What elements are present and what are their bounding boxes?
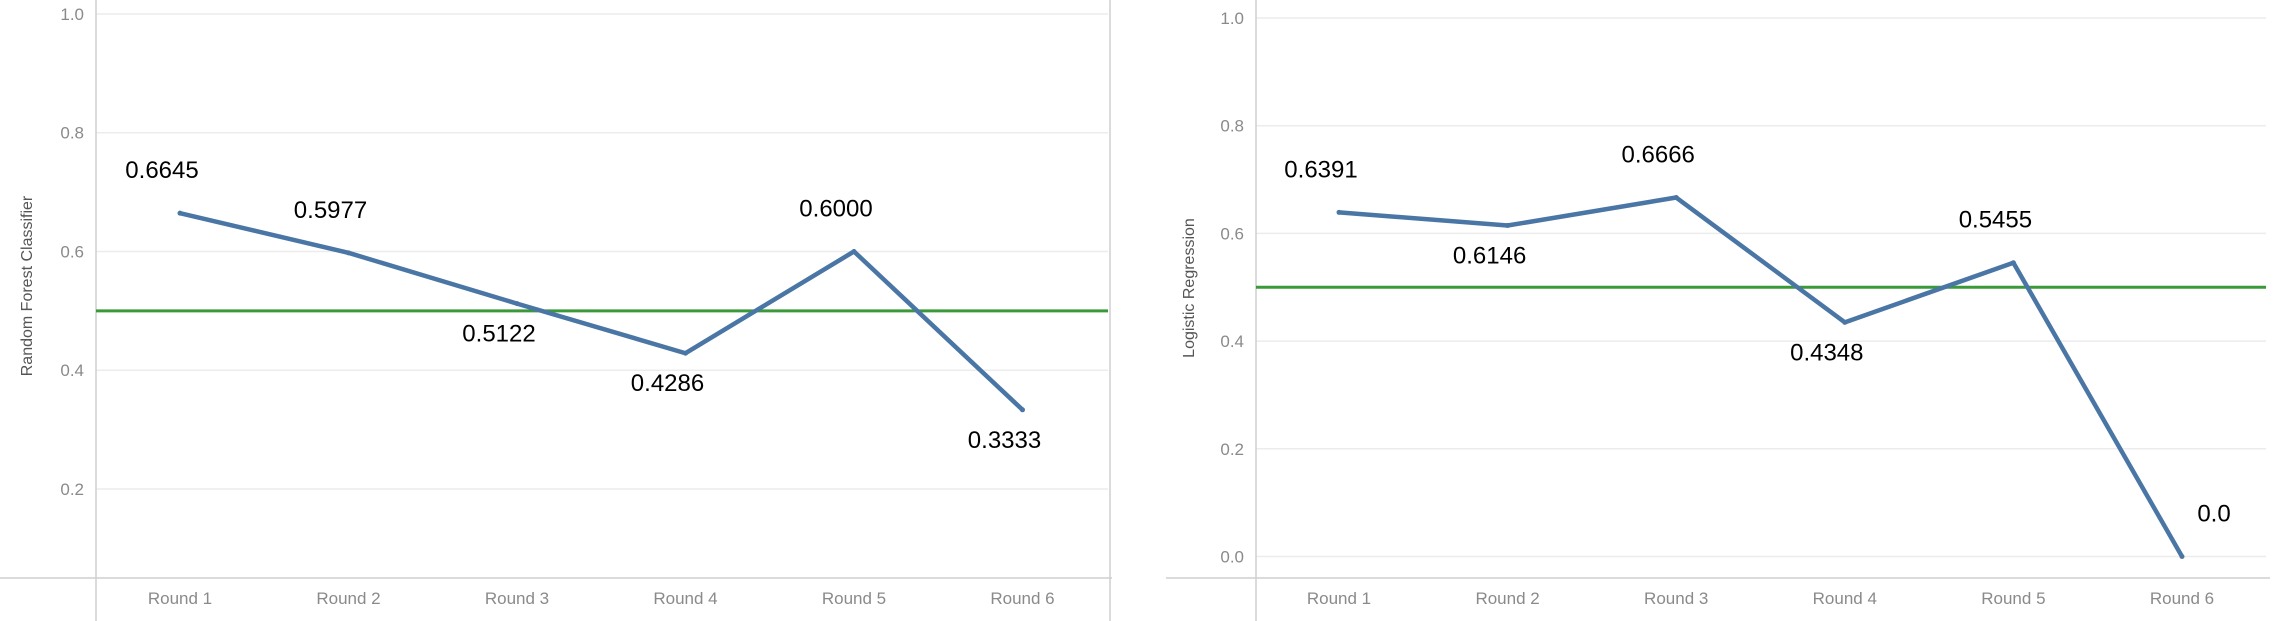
x-tick-label: Round 6: [2150, 589, 2214, 608]
y-tick-label: 0.6: [60, 242, 84, 261]
x-tick-label: Round 3: [1644, 589, 1708, 608]
y-tick-label: 0.8: [60, 124, 84, 143]
data-point: [1505, 223, 1511, 229]
data-point: [1020, 407, 1025, 413]
x-tick-label: Round 4: [1813, 589, 1877, 608]
data-label: 0.0: [2197, 500, 2230, 527]
data-label: 0.5122: [462, 321, 535, 348]
y-tick-label: 0.6: [1220, 224, 1244, 243]
y-tick-label: 0.4: [60, 361, 84, 380]
x-tick-label: Round 4: [653, 589, 717, 608]
y-tick-label: 1.0: [1220, 9, 1244, 28]
data-point: [1336, 209, 1342, 215]
data-label: 0.6391: [1284, 156, 1357, 183]
data-point: [1673, 195, 1679, 201]
data-point: [683, 350, 688, 356]
data-label: 0.5455: [1959, 207, 2032, 234]
y-axis-title: Random Forest Classifier: [19, 195, 36, 376]
x-tick-label: Round 2: [1475, 589, 1539, 608]
chart-panel-1: 1.0 0.8 0.6 0.4 0.2 Random Forest Classifier R…: [0, 0, 1112, 621]
y-tick-label: 0.0: [1220, 547, 1244, 566]
data-label: 0.5977: [294, 197, 367, 224]
data-label: 0.4286: [631, 370, 704, 397]
data-label: 0.6666: [1621, 142, 1694, 169]
data-point: [2010, 260, 2016, 266]
x-tick-label: Round 5: [822, 589, 886, 608]
y-tick-label: 0.2: [1220, 440, 1244, 459]
data-point: [514, 301, 520, 307]
data-point: [1842, 319, 1848, 325]
chart-panel-2: 1.0 0.8 0.6 0.4 0.2 0.0 Logistic Regression Rou…: [1166, 0, 2270, 621]
data-point: [851, 248, 857, 254]
y-tick-label: 0.2: [60, 480, 84, 499]
data-point: [346, 250, 351, 256]
data-label: 0.6146: [1453, 243, 1526, 270]
x-tick-label: Round 3: [485, 589, 549, 608]
data-label: 0.4348: [1790, 339, 1863, 366]
y-axis-title: Logistic Regression: [1181, 218, 1198, 358]
x-tick-label: Round 6: [990, 589, 1054, 608]
data-label: 0.6645: [125, 157, 198, 184]
data-point: [2179, 553, 2185, 559]
x-tick-label: Round 2: [316, 589, 380, 608]
y-tick-label: 1.0: [60, 5, 84, 24]
data-point: [177, 210, 183, 216]
series-line: [1338, 195, 2184, 558]
x-tick-label: Round 1: [148, 589, 212, 608]
y-tick-label: 0.4: [1220, 332, 1244, 351]
y-tick-label: 0.8: [1220, 117, 1244, 136]
x-tick-label: Round 5: [1981, 589, 2045, 608]
data-label: 0.3333: [968, 427, 1041, 454]
x-tick-label: Round 1: [1307, 589, 1371, 608]
data-label: 0.6000: [799, 195, 872, 222]
series-line: [179, 210, 1025, 412]
